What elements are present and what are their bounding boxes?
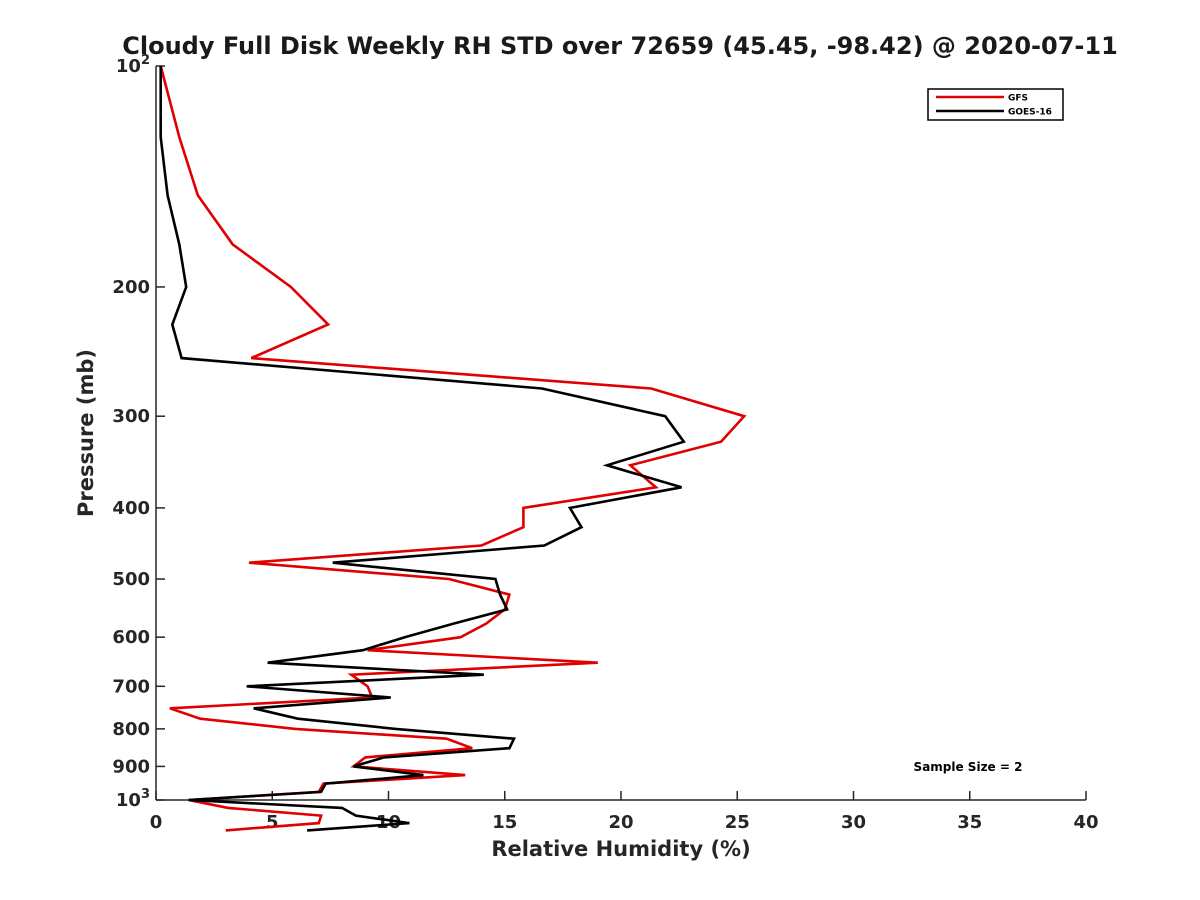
- x-tick-label: 30: [841, 812, 866, 833]
- y-ticks: 102 200 300 400 500 600 700 800 900 103: [112, 53, 165, 811]
- series-line-gfs: [159, 65, 747, 832]
- x-tick-label: 15: [492, 812, 517, 833]
- y-tick-label: 600: [112, 627, 150, 648]
- x-tick-label: 10: [376, 812, 401, 833]
- x-tick-label: 5: [266, 812, 279, 833]
- y-tick-label: 200: [112, 277, 150, 298]
- series-layer: [159, 65, 747, 832]
- x-tick-label: 20: [608, 812, 633, 833]
- y-tick-label: 103: [116, 787, 150, 811]
- y-tick-label: 300: [112, 406, 150, 427]
- y-tick-label: 900: [112, 756, 150, 777]
- legend: GFS GOES-16: [927, 88, 1064, 121]
- legend-box: [927, 88, 1064, 121]
- x-tick-label: 0: [150, 812, 163, 833]
- legend-label-goes16: GOES-16: [1008, 108, 1052, 118]
- y-tick-label: 700: [112, 676, 150, 697]
- y-tick-label: 400: [112, 498, 150, 519]
- x-axis-label: Relative Humidity (%): [491, 837, 750, 861]
- x-tick-label: 35: [957, 812, 982, 833]
- y-tick-label: 800: [112, 719, 150, 740]
- y-tick-label: 102: [116, 53, 150, 77]
- x-tick-label: 40: [1073, 812, 1098, 833]
- series-line-goes-16: [159, 66, 686, 832]
- x-tick-label: 25: [725, 812, 750, 833]
- x-ticks: 0 5 10 15 20 25 30 35 40: [150, 791, 1099, 833]
- y-tick-label: 500: [112, 569, 150, 590]
- chart-title: Cloudy Full Disk Weekly RH STD over 7265…: [122, 32, 1118, 60]
- sample-size-annotation: Sample Size = 2: [914, 760, 1023, 774]
- y-axis-label: Pressure (mb): [74, 349, 98, 517]
- legend-label-gfs: GFS: [1008, 94, 1028, 104]
